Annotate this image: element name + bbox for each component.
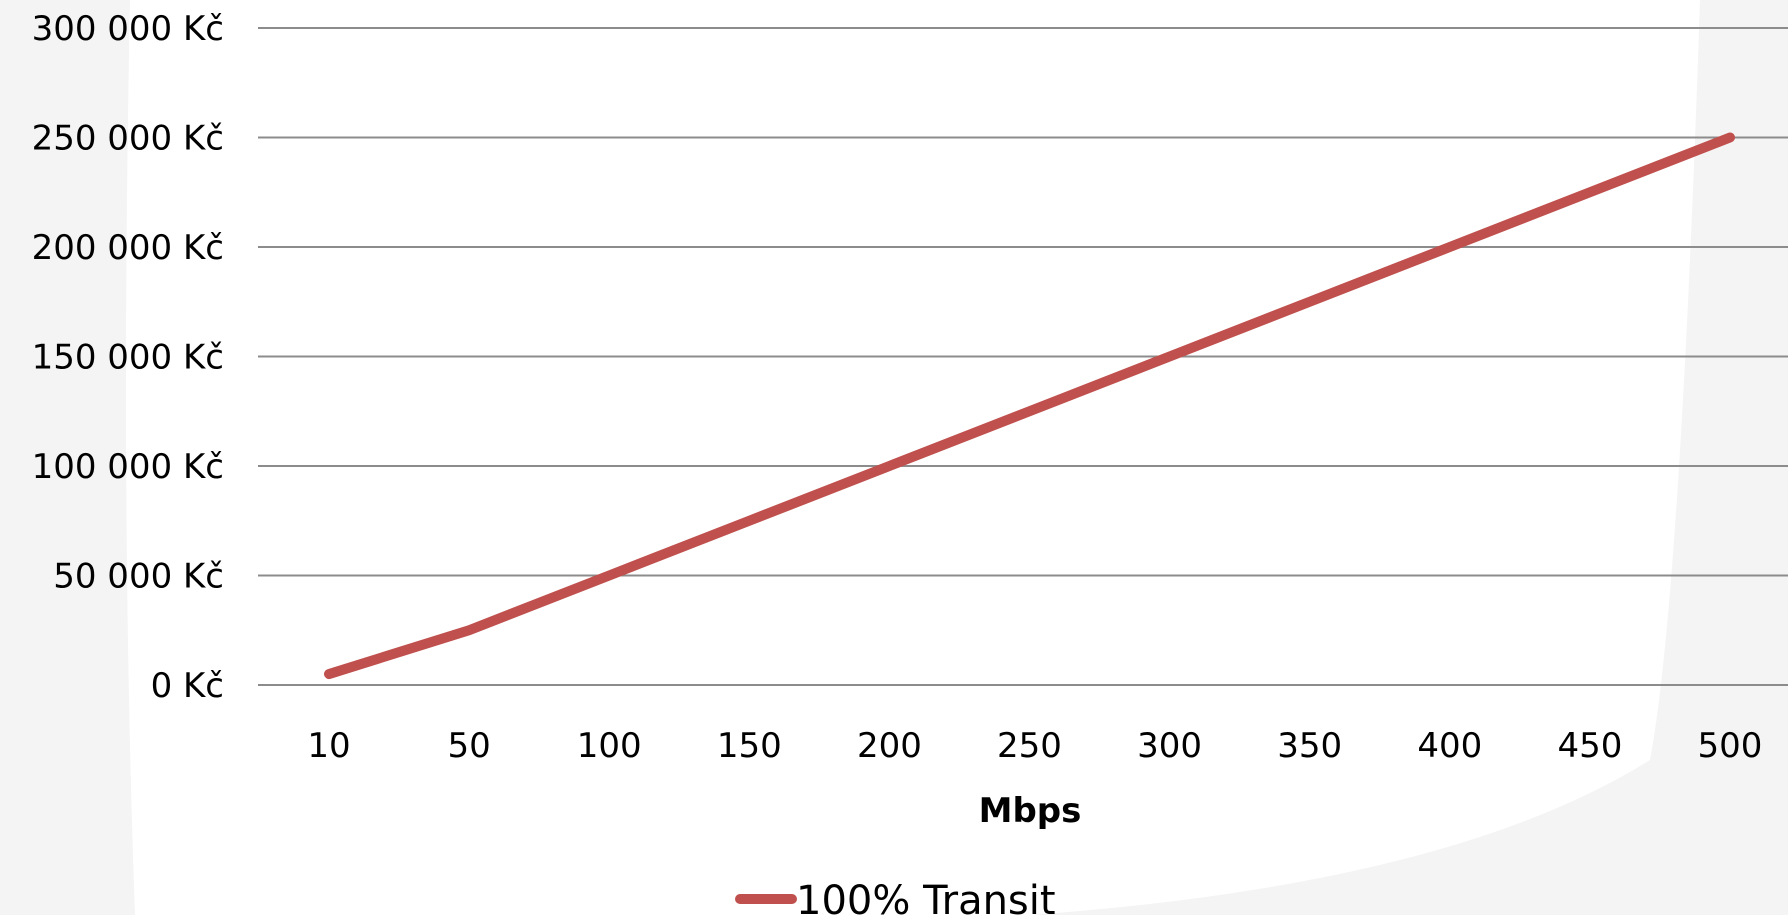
x-tick-label: 200: [857, 726, 922, 766]
x-tick-label: 100: [577, 726, 642, 766]
y-tick-label: 250 000 Kč: [32, 119, 224, 159]
x-tick-label: 150: [717, 726, 782, 766]
legend-label: 100% Transit: [796, 878, 1056, 915]
y-axis-tick-labels: 0 Kč 50 000 Kč 100 000 Kč 150 000 Kč 200 000…: [32, 9, 224, 706]
x-axis-tick-labels: 10 50 100 150 200 250 300 350 400 450 500: [307, 726, 1762, 766]
series-lines: [324, 132, 1735, 680]
x-tick-label: 250: [997, 726, 1062, 766]
x-tick-label: 50: [447, 726, 490, 766]
x-tick-label: 450: [1557, 726, 1622, 766]
y-tick-label: 100 000 Kč: [32, 447, 224, 487]
x-tick-label: 300: [1137, 726, 1202, 766]
gridlines: [258, 27, 1788, 686]
y-tick-label: 150 000 Kč: [32, 338, 224, 378]
y-tick-label: 300 000 Kč: [32, 9, 224, 49]
x-tick-label: 10: [307, 726, 350, 766]
x-tick-label: 350: [1277, 726, 1342, 766]
x-axis-title: Mbps: [979, 791, 1082, 831]
legend: 100% Transit: [735, 878, 1056, 915]
y-tick-label: 200 000 Kč: [32, 228, 224, 268]
x-tick-label: 500: [1698, 726, 1763, 766]
x-tick-label: 400: [1417, 726, 1482, 766]
y-tick-label: 0 Kč: [151, 666, 224, 706]
y-tick-label: 50 000 Kč: [53, 557, 224, 597]
